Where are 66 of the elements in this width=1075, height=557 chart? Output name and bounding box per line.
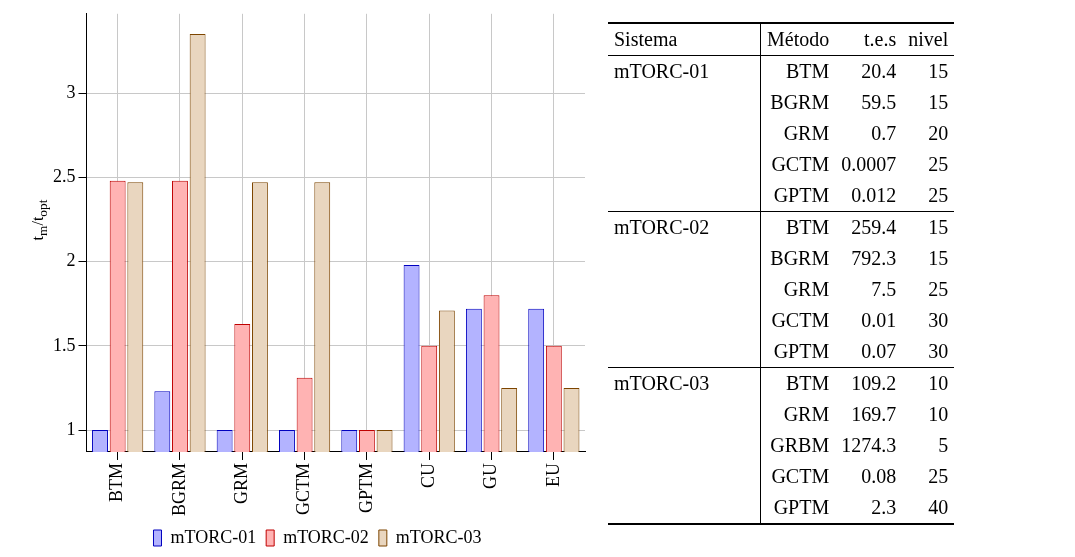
text: BTM [785, 60, 830, 82]
x-tick-label: GU [480, 462, 501, 489]
text: 10 [928, 372, 949, 394]
text: 30 [928, 309, 949, 331]
text: 0.01 [861, 309, 897, 331]
x-tick-label: GCTM [293, 462, 314, 515]
text: 20.4 [861, 60, 897, 82]
text: 1274.3 [841, 434, 897, 456]
text: 0.07 [861, 340, 897, 362]
x-tick-label: EU [542, 462, 563, 487]
category-label: Sistema [608, 23, 761, 56]
x-tick-label: GPTM [355, 462, 376, 513]
legend-label: mTORC-02 [283, 526, 369, 547]
text: 0.012 [851, 184, 897, 206]
text: 25 [928, 465, 949, 487]
text: 0.0007 [841, 153, 897, 175]
text: GRM [783, 403, 830, 425]
x-tick-label: GRM [231, 462, 252, 504]
text: 59.5 [861, 91, 897, 113]
text: 0.7 [871, 122, 897, 144]
legend-label: mTORC-03 [395, 526, 482, 547]
text: BTM [785, 216, 830, 238]
category-label: nivel [902, 23, 955, 56]
text: 259.4 [851, 216, 897, 238]
text: 15 [928, 60, 949, 82]
text: GRM [783, 122, 830, 144]
text: 5 [938, 434, 949, 456]
text: 25 [928, 153, 949, 175]
text: GRBM [770, 434, 830, 456]
y-tick-label: 1 [66, 418, 76, 439]
text: 109.2 [851, 372, 897, 394]
x-tick-label: BTM [106, 462, 127, 502]
text: BTM [785, 372, 830, 394]
text: mTORC-02 [614, 216, 710, 238]
text: 30 [928, 340, 949, 362]
text: 15 [928, 216, 949, 238]
text: 25 [928, 278, 949, 300]
x-tick-label: BGRM [168, 462, 189, 516]
text: GCTM [771, 153, 830, 175]
text: BGRM [770, 247, 830, 269]
text: 0.08 [861, 465, 897, 487]
text: GCTM [771, 309, 830, 331]
text: 792.3 [851, 247, 897, 269]
text: 25 [928, 184, 949, 206]
text: 7.5 [871, 278, 897, 300]
text: mTORC-03 [614, 372, 710, 394]
category-label: Método [760, 23, 836, 56]
y-tick-label: 2.5 [53, 166, 76, 187]
text: 2.3 [871, 496, 897, 518]
y-tick-label: 1.5 [53, 334, 76, 355]
y-tick-label: 2 [66, 250, 76, 271]
category-label: t.e.s [835, 23, 903, 56]
text: GPTM [773, 340, 830, 362]
y-tick-label: 3 [66, 81, 76, 102]
text: mTORC-01 [614, 60, 710, 82]
text: GRM [783, 278, 830, 300]
text: GPTM [773, 184, 830, 206]
text: 169.7 [851, 403, 897, 425]
text: 15 [928, 247, 949, 269]
text: 15 [928, 91, 949, 113]
x-tick-label: CU [417, 462, 438, 488]
text: 20 [928, 122, 949, 144]
text: BGRM [770, 91, 830, 113]
text: 40 [928, 496, 949, 518]
legend-label: mTORC-01 [170, 526, 257, 547]
text: 10 [928, 403, 949, 425]
